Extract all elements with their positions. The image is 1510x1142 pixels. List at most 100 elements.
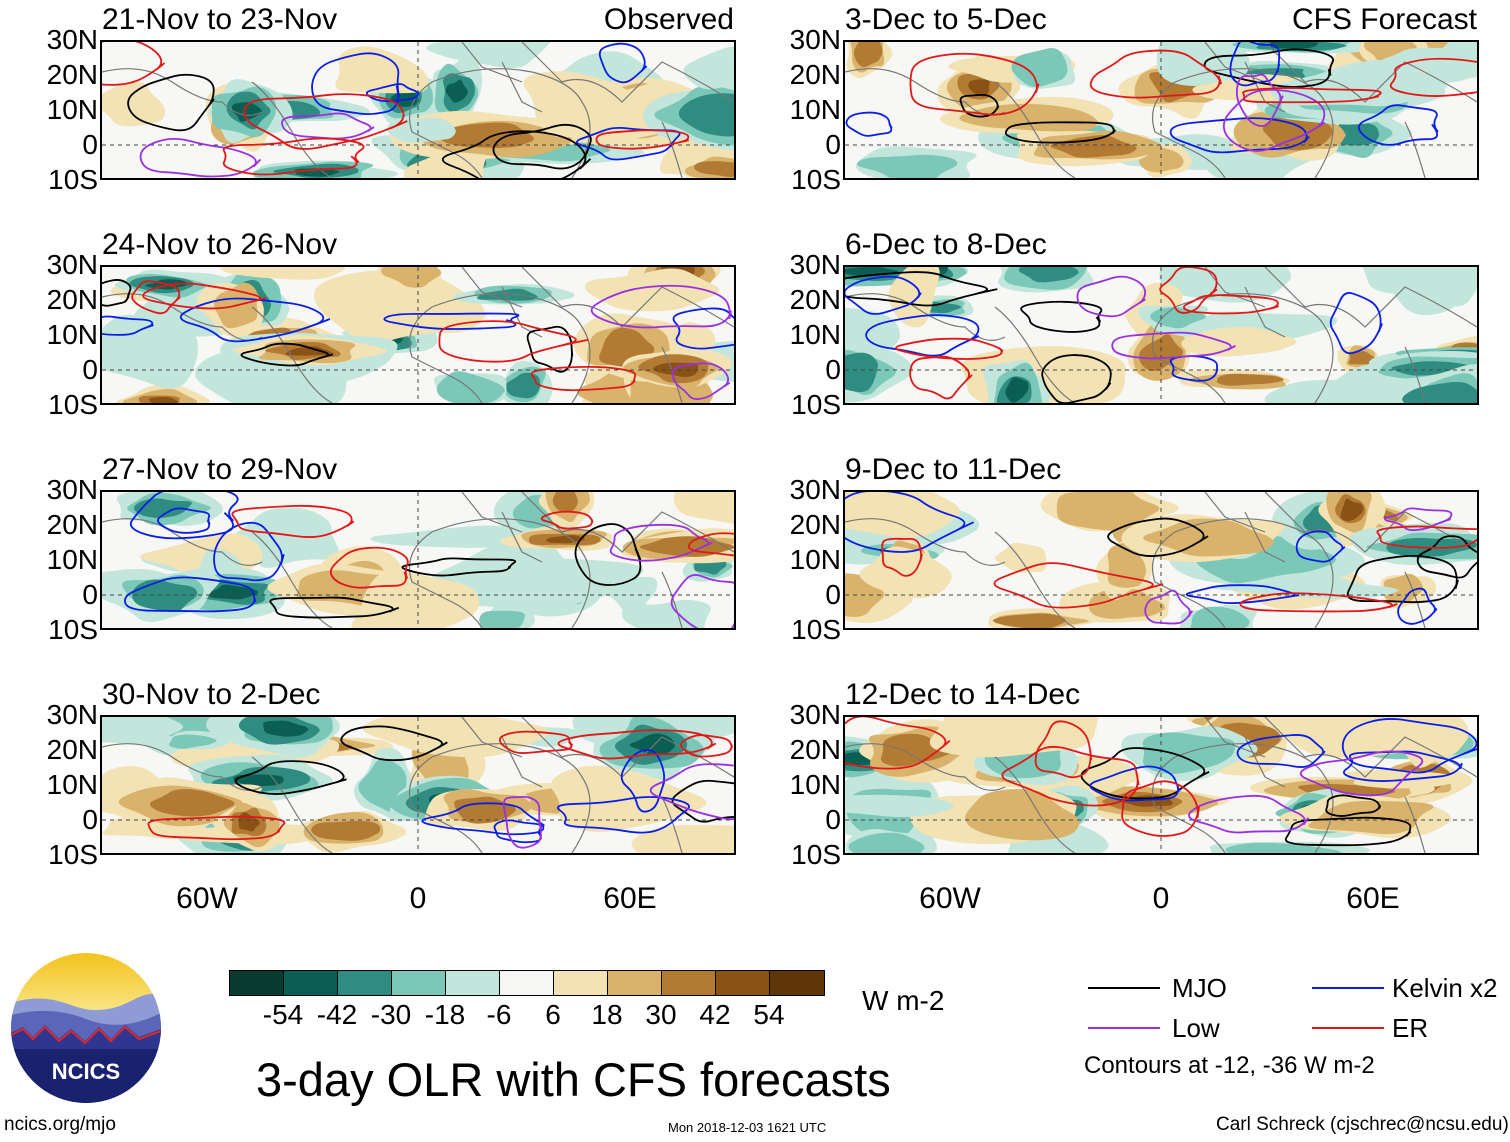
filter-contour [1229,42,1281,87]
olr-map-panel [843,715,1479,855]
olr-anomaly-shade [313,270,489,344]
coastline [1404,121,1426,178]
y-tick-label: 20N [46,734,98,765]
olr-anomaly-shade [880,733,956,767]
filter-contour [959,93,1000,118]
coastline [431,293,591,403]
filter-contour [620,749,666,813]
olr-anomaly-shade [845,573,888,617]
filter-contour [1188,794,1310,834]
colorbar-label: -42 [316,999,358,1030]
olr-anomaly-shade [673,492,734,525]
logo-text: NCICS [52,1059,120,1084]
olr-anomaly-shade [132,579,199,612]
olr-anomaly-shade [965,788,1081,841]
y-tick-label: 0 [82,129,98,160]
olr-anomaly-shade [845,794,957,818]
filter-contour [1295,530,1346,563]
coastline [408,81,483,178]
olr-anomaly-shade [1269,42,1319,49]
filter-contour [680,734,733,758]
coastline [431,743,591,853]
olr-anomaly-shade [133,498,192,519]
legend-line [1088,987,1160,989]
filter-contour [234,760,347,795]
filter-contour [102,315,154,336]
filter-contour [1325,794,1382,817]
filter-contour [1111,331,1236,360]
y-tick-label: 30N [46,699,98,730]
filter-contour [845,275,922,315]
y-tick-label: 10S [791,389,841,420]
filter-contour [530,365,637,392]
olr-anomaly-shade [149,789,239,817]
x-tick-label: 60E [1346,882,1400,915]
y-tick-label: 0 [825,354,841,385]
filter-contour [688,532,734,557]
filter-contour [147,815,286,841]
filter-contour [845,492,974,553]
colorbar [229,970,825,996]
y-tick-label: 10N [46,769,98,800]
filter-contour [671,362,731,400]
filter-contour [1089,49,1223,99]
coastline [1404,571,1426,628]
olr-anomaly-shade [220,267,347,280]
filter-contour [1239,592,1398,613]
olr-anomaly-shade [168,734,219,749]
x-tick-label: 60W [919,882,981,915]
filter-contour [1376,525,1477,549]
y-tick-label: 10N [46,544,98,575]
coastline [1204,492,1286,563]
panel-title: 6-Dec to 8-Dec [845,228,1047,261]
filter-contour [1185,584,1300,605]
y-tick-label: 30N [46,474,98,505]
filter-contour [1020,300,1103,333]
y-tick-label: 20N [46,59,98,90]
coastline [845,743,1006,791]
olr-anomaly-shade [857,154,960,178]
olr-anomaly-shade [1005,377,1029,403]
coastline [994,306,1076,403]
panel-title: 24-Nov to 26-Nov [102,228,338,261]
colorbar-swatch [608,971,662,995]
olr-map-panel [100,265,736,405]
y-tick-label: 0 [825,129,841,160]
coastline [1204,267,1286,338]
olr-anomaly-shade [1389,717,1473,768]
olr-anomaly-shade [285,346,332,356]
x-tick-label: 60E [603,882,657,915]
filter-contour [1383,507,1453,532]
coastline [461,717,543,788]
coastline [102,68,263,116]
coastline [408,531,483,628]
filter-contour [1159,267,1218,314]
colorbar-swatch [662,971,716,995]
olr-anomaly-shade [585,268,726,312]
y-tick-label: 30N [789,24,841,55]
olr-anomaly-shade [1348,351,1376,365]
filter-contour [595,129,690,150]
filter-contour [845,111,893,137]
coastline [1204,717,1286,788]
olr-anomaly-shade [479,610,525,628]
olr-anomaly-shade [523,71,648,138]
filter-contour [1004,121,1117,144]
y-tick-label: 20N [789,59,841,90]
filter-contour [1144,589,1193,625]
olr-anomaly-shade [362,717,560,758]
filter-contour [993,562,1164,609]
colorbar-swatch [554,971,608,995]
olr-anomaly-shade [445,79,469,103]
panel-tag: Observed [603,3,734,36]
y-tick-label: 0 [825,579,841,610]
olr-anomaly-shade [387,117,457,143]
coastline [994,531,1076,628]
y-tick-label: 20N [46,509,98,540]
coastline [661,796,683,853]
coastline [408,306,483,403]
y-tick-label: 30N [789,474,841,505]
filter-contour [329,546,409,589]
olr-anomaly-shade [148,396,179,403]
x-tick-label: 0 [409,882,427,915]
